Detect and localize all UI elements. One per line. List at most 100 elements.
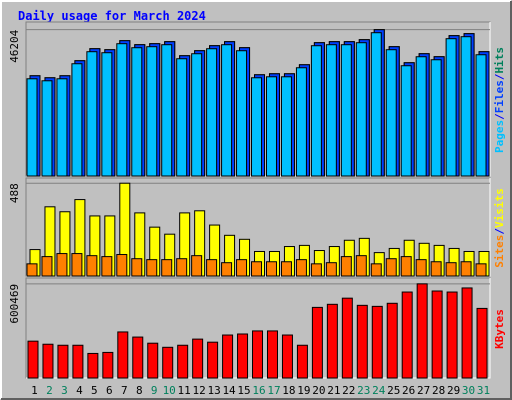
bar: [147, 342, 159, 379]
x-tick-label: 25: [387, 384, 400, 397]
bar: [206, 259, 218, 277]
legend-separator: /: [493, 113, 506, 120]
bar: [236, 50, 248, 177]
bar: [385, 258, 397, 277]
bar: [266, 330, 278, 379]
bar: [26, 263, 38, 277]
x-tick-label: 2: [46, 384, 53, 397]
bar: [206, 48, 218, 177]
bar: [265, 261, 277, 277]
bar: [430, 261, 442, 277]
x-tick-label: 29: [447, 384, 460, 397]
bar: [86, 51, 98, 177]
x-tick-label: 19: [297, 384, 310, 397]
bar: [400, 65, 412, 177]
x-tick-label: 10: [163, 384, 176, 397]
bar: [191, 53, 203, 177]
bar: [42, 343, 54, 379]
legend-item: KBytes: [493, 309, 506, 349]
x-tick-label: 11: [178, 384, 191, 397]
bar: [251, 261, 263, 277]
bar: [251, 77, 263, 177]
chart-title: Daily usage for March 2024: [18, 9, 206, 23]
bar: [87, 352, 99, 379]
x-tick-label: 16: [252, 384, 265, 397]
bar: [161, 259, 173, 277]
bar: [445, 38, 457, 177]
legend: Sites/Visits: [493, 188, 506, 268]
bar: [401, 291, 413, 379]
bar: [280, 261, 292, 277]
bar: [325, 262, 337, 277]
x-tick-label: 12: [193, 384, 206, 397]
bar: [355, 255, 367, 277]
bar: [386, 302, 398, 379]
bar: [475, 54, 487, 177]
bar: [476, 307, 488, 379]
bar: [281, 334, 293, 379]
legend-item: Sites: [493, 235, 506, 268]
x-tick-label: 13: [207, 384, 220, 397]
legend-separator: /: [493, 73, 506, 80]
bar: [116, 254, 128, 277]
bar: [131, 47, 143, 177]
x-tick-label: 6: [106, 384, 113, 397]
bar: [71, 253, 83, 277]
x-tick-label: 21: [327, 384, 340, 397]
bar: [325, 44, 337, 177]
bar: [461, 287, 473, 379]
bar: [221, 44, 233, 177]
bar: [221, 262, 233, 277]
bar: [41, 80, 53, 177]
y-tick-label: 46204: [8, 29, 21, 62]
bar: [146, 259, 158, 277]
x-tick-label: 4: [76, 384, 83, 397]
bar: [57, 344, 69, 379]
bar: [416, 283, 428, 379]
bar: [56, 78, 68, 177]
x-tick-label: 30: [462, 384, 475, 397]
x-tick-label: 5: [91, 384, 98, 397]
bar: [400, 256, 412, 277]
legend-separator: /: [493, 228, 506, 235]
y-tick-label: 488: [8, 183, 21, 203]
bar: [252, 330, 264, 379]
bar: [162, 346, 174, 379]
bar: [311, 306, 323, 379]
x-tick-label: 9: [151, 384, 158, 397]
x-tick-label: 24: [372, 384, 386, 397]
bar: [355, 42, 367, 177]
bar: [445, 262, 457, 277]
x-tick-label: 3: [61, 384, 68, 397]
bar: [131, 258, 143, 277]
bar: [295, 67, 307, 177]
bar: [340, 44, 352, 177]
bar: [101, 256, 113, 277]
bar: [430, 59, 442, 177]
bar: [415, 259, 427, 277]
bar: [310, 263, 322, 277]
x-tick-label: 1: [31, 384, 38, 397]
bar: [446, 291, 458, 379]
bar: [102, 351, 114, 379]
bar: [207, 341, 219, 379]
bar: [72, 344, 84, 379]
bar: [192, 338, 204, 379]
x-tick-label: 22: [342, 384, 355, 397]
bar: [460, 261, 472, 277]
x-tick-label: 14: [222, 384, 236, 397]
bar: [310, 45, 322, 177]
bar: [191, 255, 203, 277]
bar: [161, 44, 173, 177]
legend-item: Visits: [493, 188, 506, 228]
bar: [385, 49, 397, 177]
bar: [341, 297, 353, 379]
x-tick-label: 17: [267, 384, 280, 397]
x-tick-label: 15: [237, 384, 250, 397]
y-tick-label: 600469: [8, 284, 21, 324]
bar: [176, 58, 188, 177]
bar: [146, 46, 158, 177]
